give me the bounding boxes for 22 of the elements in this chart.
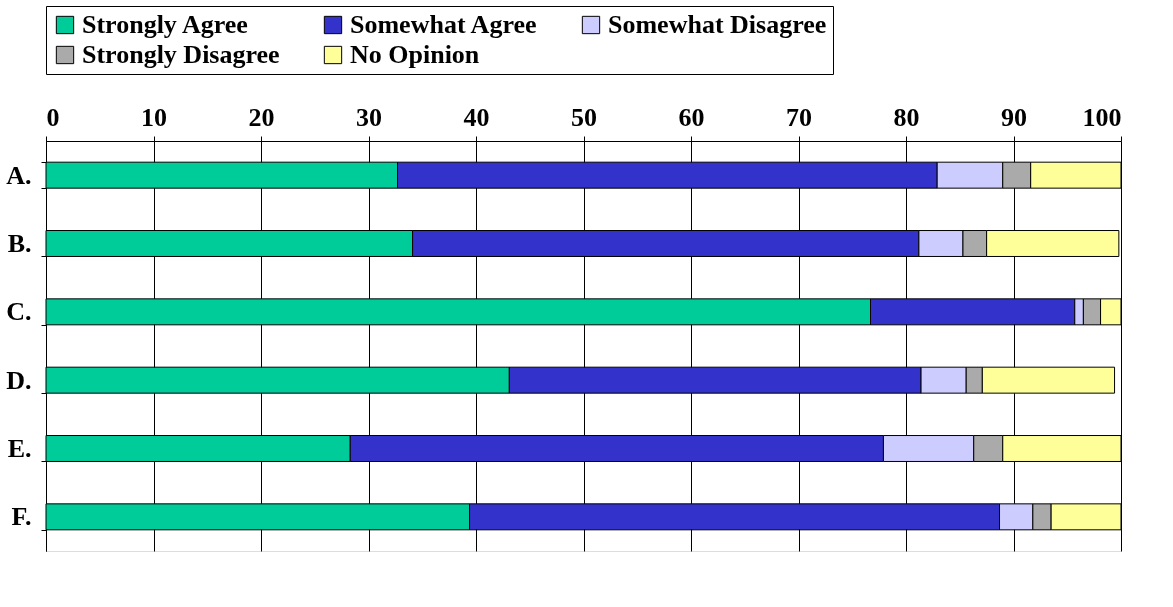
y-tick-label: A. — [6, 160, 32, 190]
legend-label: Somewhat Agree — [350, 10, 537, 39]
x-tick-label: 40 — [463, 102, 490, 132]
legend-label: No Opinion — [350, 40, 480, 69]
x-tick-label: 0 — [46, 102, 60, 132]
x-tick-label: 60 — [678, 102, 705, 132]
x-tick-label: 100 — [1082, 102, 1122, 132]
y-tick-label: D. — [6, 365, 32, 395]
x-tick-label: 10 — [141, 102, 167, 132]
y-tick-label: B. — [7, 229, 32, 258]
y-tick-label: E. — [7, 434, 32, 463]
x-tick-label: 30 — [356, 102, 382, 132]
y-tick-label: F. — [11, 502, 32, 532]
legend-label: Strongly Disagree — [82, 40, 280, 69]
x-tick-label: 70 — [786, 102, 812, 132]
y-tick-label: C. — [6, 297, 32, 327]
legend-label: Somewhat Disagree — [608, 10, 827, 39]
x-tick-label: 80 — [893, 102, 920, 132]
x-tick-label: 20 — [248, 102, 275, 132]
x-tick-label: 90 — [1001, 102, 1027, 132]
x-tick-label: 50 — [571, 102, 597, 132]
legend-label: Strongly Agree — [82, 10, 248, 39]
